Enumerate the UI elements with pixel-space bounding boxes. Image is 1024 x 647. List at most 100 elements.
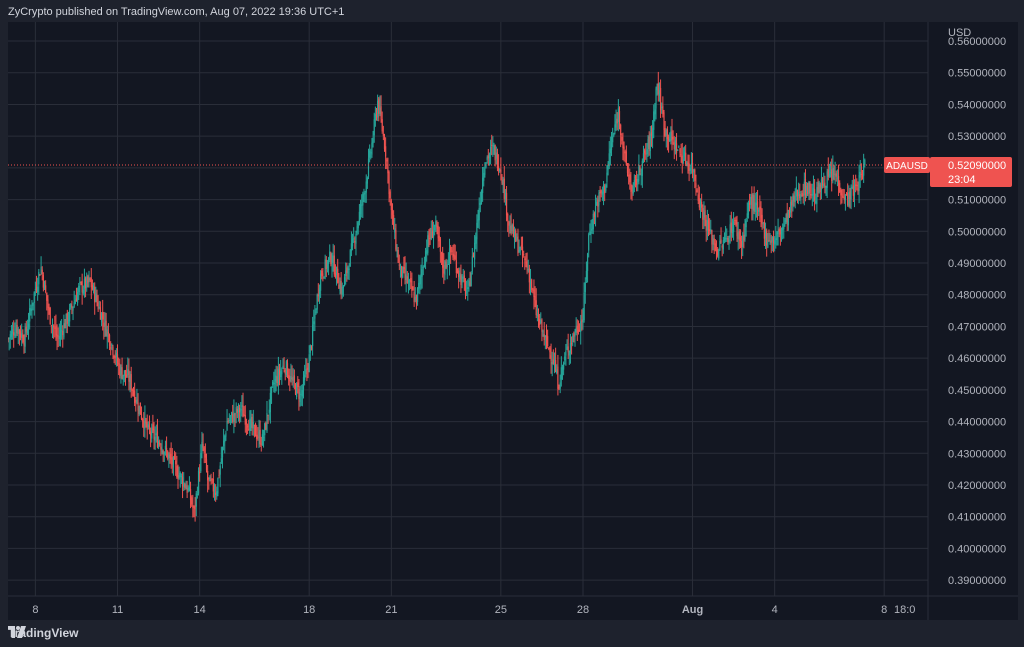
candle-body <box>758 209 760 212</box>
candle-body <box>46 292 48 301</box>
candle-body <box>779 229 781 235</box>
candle-body <box>617 108 619 122</box>
candle-body <box>698 198 700 208</box>
candle-body <box>450 246 452 253</box>
candle-body <box>586 253 589 271</box>
candle-body <box>314 314 316 319</box>
candle-body <box>146 421 148 430</box>
candle-body <box>183 481 185 487</box>
candle-body <box>800 194 802 199</box>
price-label-value: 0.52090000 <box>948 160 1006 172</box>
candle-body <box>858 175 860 191</box>
candle-body <box>582 319 584 324</box>
candle-body <box>801 192 803 196</box>
candle-body <box>210 479 212 481</box>
candle-body <box>777 231 779 234</box>
candle-body <box>176 466 178 478</box>
candle-body <box>610 142 613 151</box>
candle-body <box>9 334 11 339</box>
price-label-bg <box>930 157 1012 188</box>
candle-body <box>694 169 696 181</box>
candle-body <box>161 448 163 453</box>
candle-body <box>768 239 770 242</box>
candle-body <box>535 300 537 316</box>
candle-body <box>196 493 198 495</box>
candle-body <box>505 192 508 216</box>
candle-body <box>640 173 642 175</box>
candle-body <box>559 382 561 389</box>
candle-body <box>687 161 689 164</box>
candle-body <box>770 240 772 243</box>
candle-body <box>606 172 608 182</box>
candle-body <box>799 194 801 199</box>
footer: TradingView <box>8 626 78 640</box>
candle-body <box>709 229 711 231</box>
candles <box>8 71 866 522</box>
candle-body <box>705 219 707 231</box>
candle-body <box>440 253 443 255</box>
candle-body <box>825 186 827 191</box>
candle-body <box>502 179 504 186</box>
candle-body <box>30 308 32 312</box>
candle-body <box>859 171 861 178</box>
candle-body <box>853 186 856 196</box>
candle-body <box>165 448 168 451</box>
candle-body <box>205 459 208 471</box>
candle-body <box>168 454 170 458</box>
candle-body <box>850 186 852 200</box>
candle-body <box>665 130 667 136</box>
candle-body <box>305 369 307 375</box>
candle-body <box>545 335 548 339</box>
candle-body <box>300 393 302 395</box>
candle-body <box>564 356 566 361</box>
candle-body <box>534 296 536 301</box>
candle-body <box>180 475 183 477</box>
candle-body <box>666 128 669 140</box>
candle-body <box>90 277 92 288</box>
candle-body <box>685 152 687 165</box>
candle-body <box>82 289 84 294</box>
candle-body <box>283 367 285 369</box>
candle-body <box>467 287 469 290</box>
candle-body <box>102 312 104 320</box>
candle-body <box>573 333 575 337</box>
candle-body <box>17 328 19 335</box>
candle-body <box>809 183 811 193</box>
candle-body <box>778 229 780 232</box>
candle-body <box>766 230 768 246</box>
candle-body <box>783 224 785 230</box>
candle-body <box>625 151 627 166</box>
candle-body <box>565 351 567 356</box>
candle-body <box>301 390 303 397</box>
candle-body <box>631 189 633 191</box>
candle-body <box>208 477 210 480</box>
candle-body <box>19 331 22 338</box>
candle-body <box>524 258 526 260</box>
candle-body <box>767 240 769 248</box>
candle-body <box>64 323 66 329</box>
candle-body <box>50 325 52 327</box>
candle-body <box>795 187 797 197</box>
candle-body <box>399 264 402 269</box>
candle-body <box>839 182 841 193</box>
candle-body <box>422 267 424 269</box>
chart-frame[interactable]: USD 0.56000000 0.55000000 0.54000000 0.53000… <box>8 22 1018 620</box>
candle-body <box>695 183 697 188</box>
candle-body <box>370 152 372 154</box>
candle-body <box>242 405 244 418</box>
candle-body <box>808 182 810 194</box>
candle-body <box>736 222 738 237</box>
candle-body <box>432 230 435 238</box>
candle-body <box>591 228 593 231</box>
candle-body <box>745 220 747 228</box>
candle-body <box>293 375 295 383</box>
candle-body <box>276 376 278 383</box>
candle-body <box>18 329 21 334</box>
candle-body <box>202 444 204 448</box>
candle-body <box>504 192 507 201</box>
candle-body <box>32 302 34 306</box>
candle-body <box>836 177 839 179</box>
candle-body <box>714 243 716 251</box>
candle-body <box>207 470 209 481</box>
